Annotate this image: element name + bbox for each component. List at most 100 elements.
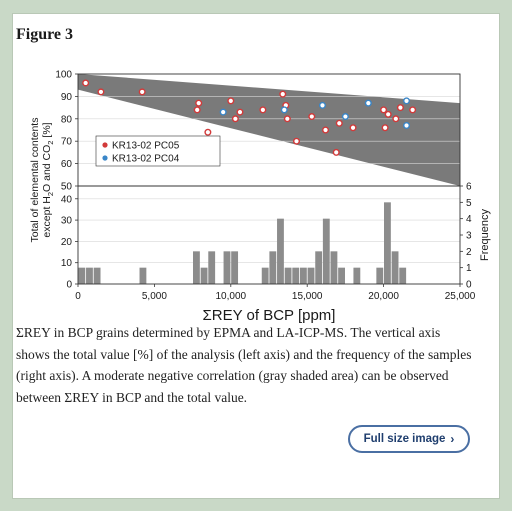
scatter-point [279,90,287,98]
scatter-point [364,99,372,107]
y-tick-label: 0 [66,280,72,291]
scatter-point [195,99,203,107]
histogram-bar [277,218,284,284]
histogram-bar [86,267,93,284]
histogram-panel [78,198,460,284]
histogram-bar [193,251,200,284]
right-y-tick-label: 6 [466,182,472,193]
scatter-point [349,124,357,132]
histogram-bar [315,251,323,284]
histogram-bar [322,218,330,284]
full-size-image-label: Full size image [363,433,446,445]
y-tick-label: 100 [55,70,72,81]
plot-frame [77,73,461,285]
histogram-bar [208,251,216,284]
scatter-point [381,124,389,132]
legend-box [95,135,221,167]
full-size-image-button[interactable]: Full size image › [348,425,470,453]
right-y-tick-label: 0 [466,280,472,291]
y-tick-label: 90 [61,92,73,103]
scatter-point [318,101,326,109]
scatter-point [332,148,340,156]
x-tick-label: 0 [75,291,81,302]
histogram-bar [93,267,101,284]
scatter-point [231,115,239,123]
scatter-point [219,108,227,116]
x-tick-label: 10,000 [216,291,247,302]
histogram-bar [223,251,231,284]
scatter-point [396,104,404,112]
right-y-tick-label: 3 [466,231,472,242]
scatter-point [283,115,291,123]
x-tick-label: 15,000 [292,291,323,302]
scatter-point [341,113,349,121]
y-tick-label: 80 [61,114,73,125]
x-tick-label: 5,000 [142,291,167,302]
scatter-point [204,128,212,136]
scatter-point [403,122,411,130]
y-tick-label: 40 [61,194,73,205]
y-tick-label: 70 [61,137,73,148]
scatter-point [138,88,146,96]
x-tick-label: 20,000 [368,291,399,302]
scatter-panel: KR13-02 PC05 KR13-02 PC04 [78,74,460,186]
scatter-point [308,113,316,121]
scatter-point [384,110,392,118]
scatter-point [322,126,330,134]
histogram-bar [139,267,147,284]
figure-caption: ΣREY in BCP grains determined by EPMA an… [16,325,472,405]
right-axis-title: Frequency [479,209,491,261]
scatter-point [236,108,244,116]
figure-title: Figure 3 [16,26,74,43]
y-tick-label: 20 [61,237,73,248]
histogram-bar [399,267,407,284]
correlation-band [78,74,460,186]
chart-legend: KR13-02 PC05 KR13-02 PC04 [95,135,221,167]
scatter-point [227,97,235,105]
scatter-point [293,137,301,145]
right-y-tick-label: 4 [466,214,472,225]
y-tick-label: 10 [61,258,73,269]
histogram-bar [269,251,277,284]
y-tick-label: 60 [61,159,73,170]
histogram-bar [78,267,86,284]
x-tick-label: 25,000 [445,291,476,302]
histogram-bar [299,267,307,284]
histogram-bar [284,267,292,284]
scatter-point [82,79,90,87]
histogram-bar [200,267,208,284]
right-y-tick-label: 2 [466,247,472,258]
histogram-bar [391,251,399,284]
histogram-bar [338,267,345,284]
chevron-right-icon: › [450,432,455,446]
scatter-point [97,88,105,96]
legend-marker [102,155,108,161]
scatter-point [392,115,400,123]
scatter-point [409,106,417,114]
histogram-bar [261,267,269,284]
scatter-point [335,119,343,127]
histogram-bar [330,251,338,284]
right-y-tick-label: 5 [466,198,472,209]
scatter-point [280,106,288,114]
histogram-bar [353,267,361,284]
x-axis-title: ΣREY of BCP [ppm] [203,307,336,324]
left-axis-title: Total of elemental contentsexcept H2O an… [29,118,55,243]
scatter-point [193,106,201,114]
scatter-point [380,106,388,114]
histogram-bar [384,202,391,284]
legend-label: KR13-02 PC04 [112,154,180,165]
y-tick-label: 30 [61,216,73,227]
y-tick-label: 50 [61,182,73,193]
legend-label: KR13-02 PC05 [112,141,180,152]
histogram-bar [376,267,384,284]
axes-layer [75,73,463,287]
histogram-bar [231,251,239,284]
scatter-point [259,106,267,114]
scatter-point [403,97,411,105]
histogram-bar [307,267,315,284]
right-y-tick-label: 1 [466,263,472,274]
legend-marker [102,142,108,148]
